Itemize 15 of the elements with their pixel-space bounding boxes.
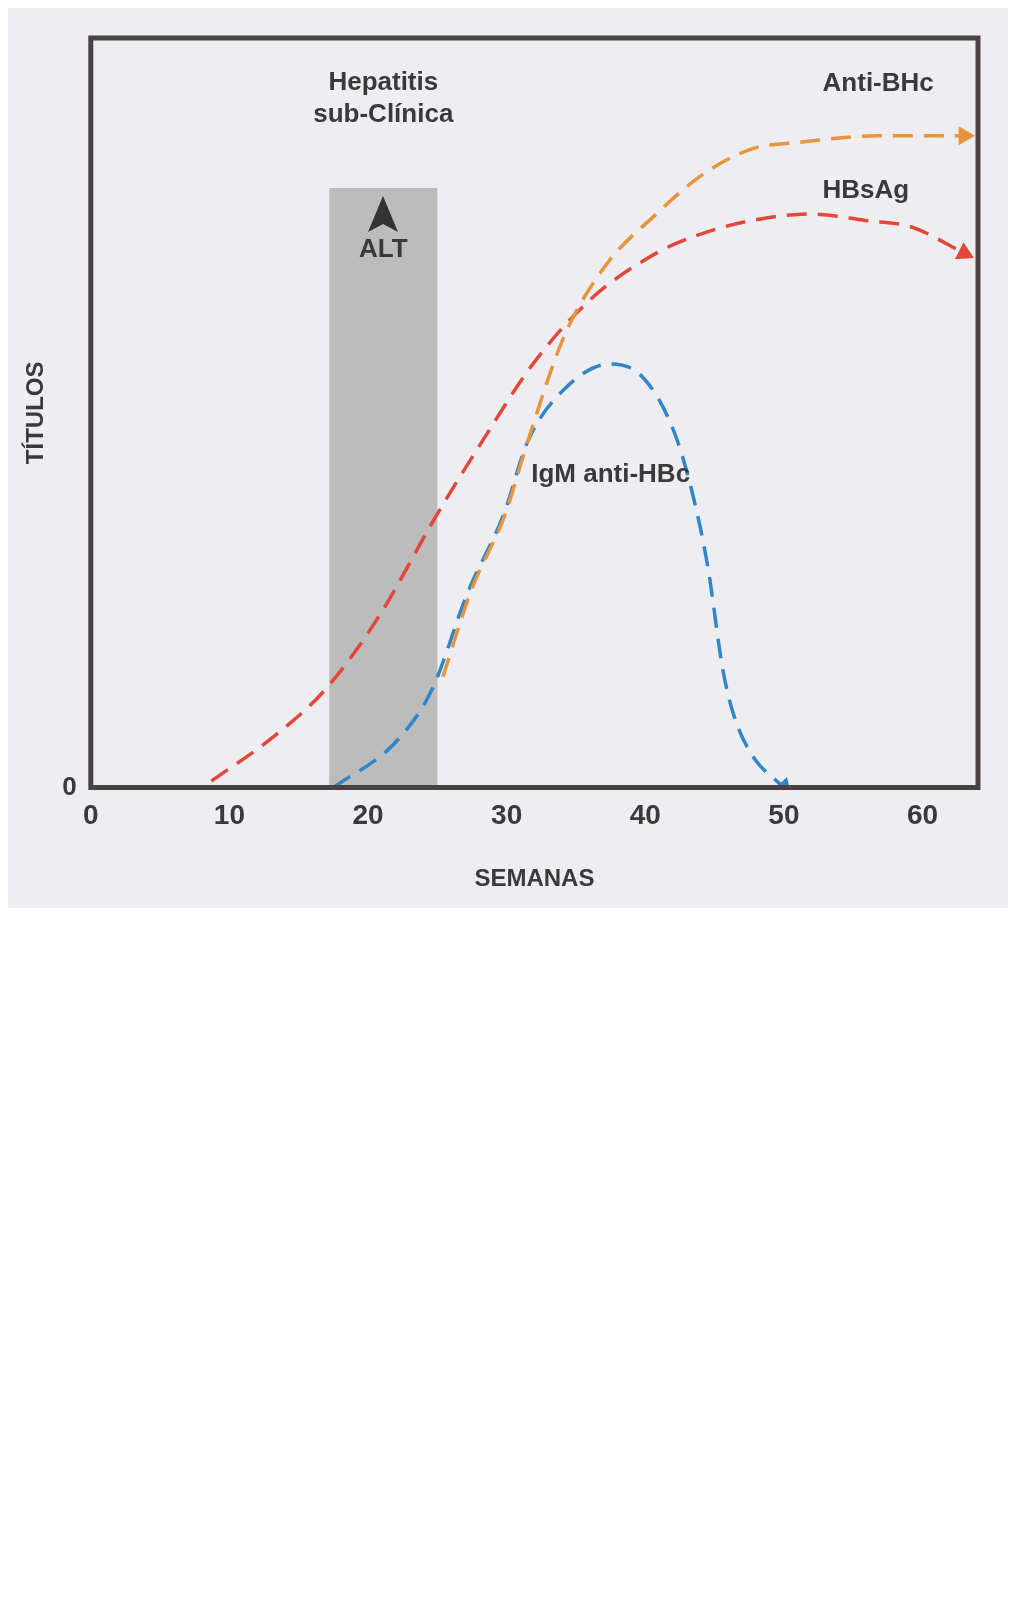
x-tick-label: 20 [352, 799, 384, 831]
series-label: Anti-BHc [822, 66, 934, 97]
text: 0 [62, 770, 77, 801]
annotation: ALT [358, 233, 408, 264]
series-label: IgM anti-HBc [531, 457, 691, 488]
x-tick-label: 30 [491, 799, 523, 831]
y-axis-title: TÍTULOS [21, 361, 49, 465]
x-tick-label: 10 [213, 799, 245, 831]
x-tick-label: 40 [629, 799, 661, 831]
series-label: HBsAg [822, 174, 910, 205]
x-tick-label: 0 [83, 799, 99, 831]
band-label: Hepatitis sub-Clínica [313, 66, 454, 129]
x-tick-label: 50 [768, 799, 800, 831]
x-axis-title: SEMANAS [474, 864, 595, 892]
x-tick-label: 60 [906, 799, 939, 831]
